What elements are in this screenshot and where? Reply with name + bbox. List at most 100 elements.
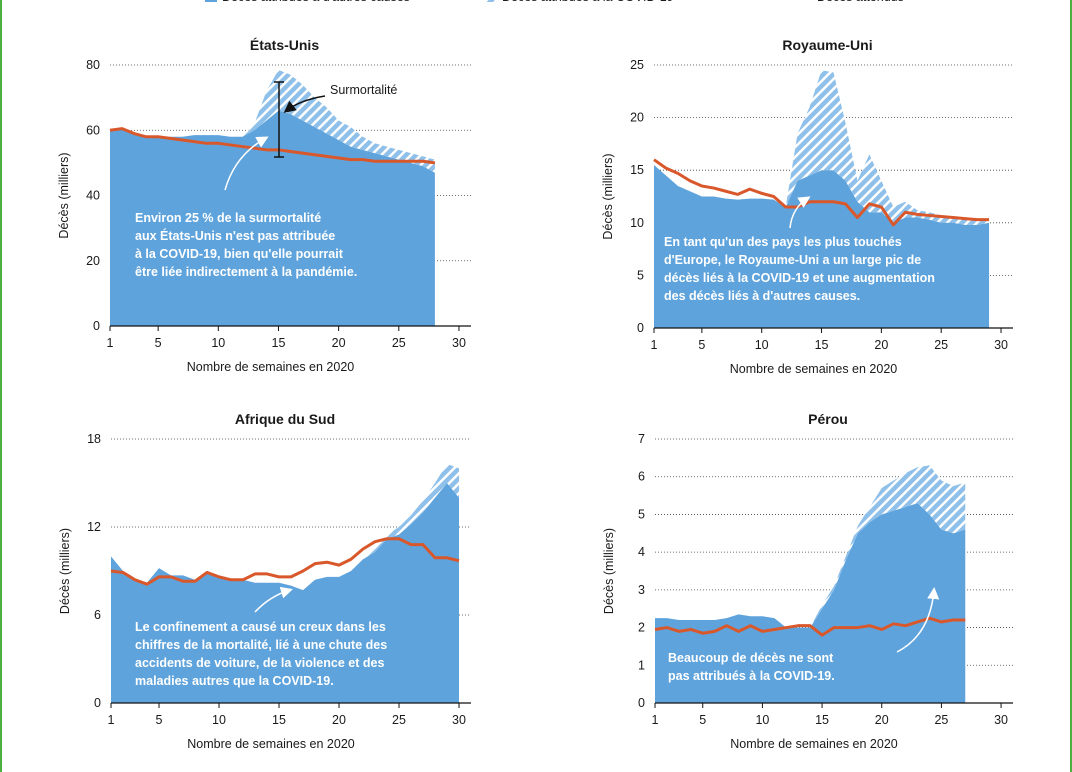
x-tick-label: 20 xyxy=(332,336,346,350)
annotation: Beaucoup de décès ne sont xyxy=(668,651,834,665)
annotation: être liée indirectement à la pandémie. xyxy=(135,265,357,279)
x-axis-label: Nombre de semaines en 2020 xyxy=(730,737,898,751)
panel-title: Afrique du Sud xyxy=(235,411,335,427)
covid-area xyxy=(654,70,990,225)
annotation: d'Europe, le Royaume-Uni a un large pic … xyxy=(664,253,921,267)
expected-line xyxy=(109,127,436,165)
covid-area xyxy=(110,69,435,173)
y-tick-label: 0 xyxy=(93,319,100,333)
panel-title: États-Unis xyxy=(250,37,319,53)
annotation-arrows xyxy=(224,81,940,653)
x-tick-label: 1 xyxy=(107,336,114,350)
legend-swatch xyxy=(485,0,497,2)
y-axis-label: Décès (milliers) xyxy=(601,153,615,239)
y-tick-label: 60 xyxy=(86,123,100,137)
x-tick-label: 15 xyxy=(272,336,286,350)
other-area xyxy=(655,503,966,703)
x-tick-label: 5 xyxy=(698,338,705,352)
y-tick-label: 15 xyxy=(630,163,644,177)
annotation: décès liés à la COVID-19 et une augmenta… xyxy=(664,271,935,285)
expected-line xyxy=(654,616,966,637)
x-tick-label: 25 xyxy=(934,338,948,352)
y-tick-label: 80 xyxy=(86,58,100,72)
covid-area xyxy=(655,465,966,628)
y-tick-label: 3 xyxy=(638,583,645,597)
x-tick-label: 25 xyxy=(934,713,948,727)
y-tick-label: 20 xyxy=(86,254,100,268)
y-axis-label: Décès (milliers) xyxy=(58,528,72,614)
annotation: maladies autres que la COVID-19. xyxy=(135,674,334,688)
legend-swatch xyxy=(205,0,217,2)
annotation: Environ 25 % de la surmortalité xyxy=(135,211,321,225)
x-tick-label: 30 xyxy=(452,713,466,727)
y-tick-label: 40 xyxy=(86,189,100,203)
y-tick-label: 1 xyxy=(638,658,645,672)
expected-line xyxy=(110,537,460,586)
x-tick-label: 15 xyxy=(815,338,829,352)
annotation: Surmortalité xyxy=(330,83,397,97)
annotation: En tant qu'un des pays les plus touchés xyxy=(664,235,902,249)
expected-line xyxy=(653,158,990,227)
y-axis-label: Décès (milliers) xyxy=(57,152,71,238)
annotation: à la COVID-19, bien qu'elle pourrait xyxy=(135,247,344,261)
x-axis-label: Nombre de semaines en 2020 xyxy=(187,360,355,374)
y-tick-label: 12 xyxy=(87,520,101,534)
x-tick-label: 15 xyxy=(272,713,286,727)
y-tick-label: 20 xyxy=(630,111,644,125)
panel-title: Pérou xyxy=(808,411,848,427)
x-tick-label: 20 xyxy=(875,713,889,727)
x-tick-label: 5 xyxy=(699,713,706,727)
y-tick-label: 10 xyxy=(630,216,644,230)
x-tick-label: 25 xyxy=(392,713,406,727)
y-axis-label: Décès (milliers) xyxy=(602,528,616,614)
x-tick-label: 10 xyxy=(755,713,769,727)
y-tick-label: 7 xyxy=(638,432,645,446)
other-area xyxy=(111,483,459,703)
x-tick-label: 10 xyxy=(755,338,769,352)
annotation: pas attribués à la COVID-19. xyxy=(668,669,835,683)
x-tick-label: 10 xyxy=(212,713,226,727)
legend-label: Décès attribués à la COVID-19 xyxy=(502,0,674,4)
x-tick-label: 20 xyxy=(874,338,888,352)
x-tick-label: 30 xyxy=(994,713,1008,727)
legend: Décès attribués à d'autres causes Décès a… xyxy=(205,0,904,4)
y-tick-label: 2 xyxy=(638,621,645,635)
other-area xyxy=(110,110,435,326)
y-tick-label: 0 xyxy=(638,696,645,710)
x-tick-label: 20 xyxy=(332,713,346,727)
y-tick-label: 6 xyxy=(94,608,101,622)
y-tick-label: 0 xyxy=(637,321,644,335)
annotation: chiffres de la mortalité, lié à une chut… xyxy=(135,638,387,652)
y-tick-label: 25 xyxy=(630,58,644,72)
x-tick-label: 25 xyxy=(392,336,406,350)
panel-title: Royaume-Uni xyxy=(782,37,872,53)
annotation: Le confinement a causé un creux dans les xyxy=(135,620,386,634)
y-tick-label: 5 xyxy=(637,268,644,282)
y-tick-label: 18 xyxy=(87,432,101,446)
x-tick-label: 5 xyxy=(155,336,162,350)
legend-label: Décès attribués à d'autres causes xyxy=(222,0,410,4)
x-tick-label: 1 xyxy=(108,713,115,727)
annotation: aux États-Unis n'est pas attribuée xyxy=(135,228,335,243)
annotation: des décès liés à d'autres causes. xyxy=(664,289,860,303)
x-axis-label: Nombre de semaines en 2020 xyxy=(187,737,355,751)
y-tick-label: 6 xyxy=(638,470,645,484)
y-tick-label: 5 xyxy=(638,507,645,521)
other-area xyxy=(654,164,990,328)
x-tick-label: 1 xyxy=(652,713,659,727)
legend-label: Décès attendus xyxy=(817,0,904,4)
x-axis-label: Nombre de semaines en 2020 xyxy=(730,362,898,376)
x-tick-label: 1 xyxy=(651,338,658,352)
y-tick-label: 0 xyxy=(94,696,101,710)
x-tick-label: 15 xyxy=(815,713,829,727)
y-tick-label: 4 xyxy=(638,545,645,559)
x-tick-label: 30 xyxy=(452,336,466,350)
annotation: accidents de voiture, de la violence et … xyxy=(135,656,384,670)
x-tick-label: 5 xyxy=(156,713,163,727)
